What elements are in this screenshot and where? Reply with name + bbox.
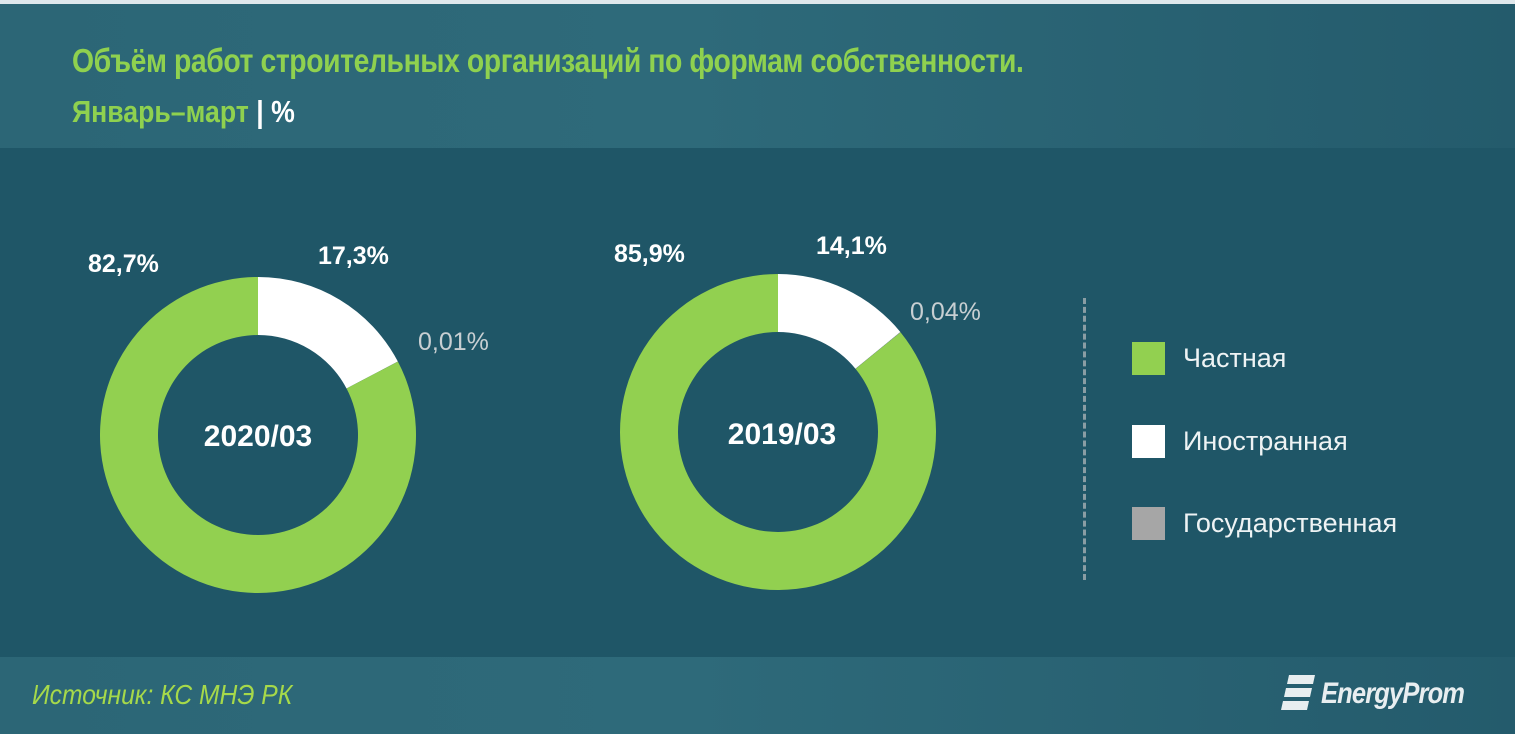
top-border (0, 0, 1515, 4)
donut-chart-2020 (100, 277, 416, 593)
legend-label-foreign: Иностранная (1183, 426, 1348, 456)
legend-swatch-foreign (1132, 425, 1165, 458)
donut-segments (620, 274, 936, 590)
energyprom-logo: EnergyProm (1280, 673, 1489, 715)
logo-text: EnergyProm (1320, 677, 1465, 710)
label-private-2020: 82,7% (88, 250, 159, 278)
energyprom-logo-icon (1280, 675, 1315, 710)
donut-segment-Иностранная (258, 277, 398, 389)
legend-swatch-state (1132, 507, 1165, 540)
chart-footer: Источник: КС МНЭ РК EnergyProm (0, 657, 1515, 734)
donut-segments (100, 277, 416, 593)
legend-item-foreign: Иностранная (1132, 425, 1348, 458)
label-private-2019: 85,9% (614, 240, 685, 268)
period-label: Январь–март (72, 94, 249, 129)
legend-divider (1083, 298, 1086, 580)
label-state-2020: 0,01% (418, 328, 489, 356)
donut-segment-Частная (620, 274, 936, 590)
label-foreign-2020: 17,3% (318, 242, 389, 270)
center-label-2019: 2019/03 (727, 418, 837, 451)
chart-header: Объём работ строительных организаций по … (0, 4, 1515, 148)
donut-segment-Государственная (855, 332, 901, 369)
center-label-2020: 2020/03 (203, 420, 313, 453)
legend-item-private: Частная (1132, 342, 1286, 375)
label-foreign-2019: 14,1% (816, 232, 887, 260)
legend-label-state: Государственная (1183, 508, 1398, 538)
legend-label-private: Частная (1183, 343, 1287, 373)
label-state-2019: 0,04% (910, 298, 981, 326)
chart-title: Объём работ строительных организаций по … (72, 42, 1024, 79)
donut-segment-Частная (100, 277, 416, 593)
chart-subtitle: Январь–март | % (72, 94, 295, 130)
legend-swatch-private (1132, 342, 1165, 375)
donut-segment-Иностранная (778, 274, 901, 369)
donut-chart-2019 (620, 274, 936, 590)
legend-item-state: Государственная (1132, 507, 1397, 540)
title-separator: | (256, 94, 264, 129)
source-note: Источник: КС МНЭ РК (32, 679, 293, 710)
unit-label: % (271, 94, 295, 129)
donut-segment-Государственная (346, 361, 398, 389)
